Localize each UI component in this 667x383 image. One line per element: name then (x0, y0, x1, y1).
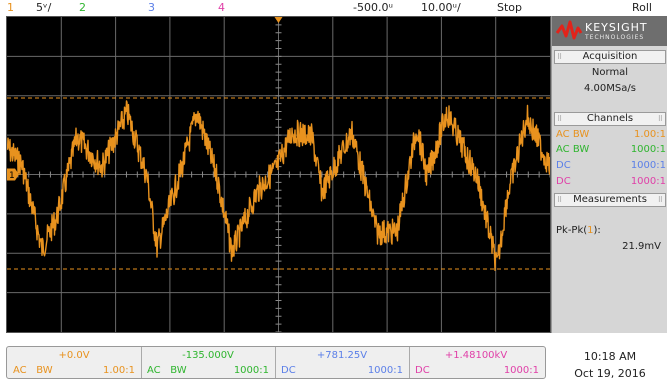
channel-coupling: AC BW (13, 365, 53, 376)
keysight-logo: KEYSIGHT TECHNOLOGIES (552, 16, 667, 46)
run-state[interactable]: Stop (497, 1, 523, 14)
channel-coupling: DC (556, 160, 571, 171)
channel-coupling: AC BW (556, 144, 590, 155)
measurements-header[interactable]: ⠿ Measurements ⠿ (554, 193, 666, 207)
channel-offset: +1.48100kV (444, 350, 508, 361)
ch4-number[interactable]: 4 (218, 1, 225, 14)
channel-coupling: AC BW (147, 365, 187, 376)
channel-2-info[interactable]: -135.000V AC BW 1000:1 (141, 347, 276, 378)
acquisition-header[interactable]: ⠿ Acquisition (554, 50, 666, 64)
trigger-marker-icon (274, 17, 283, 23)
bandwidth-limit: BW (36, 365, 53, 376)
logo-text: KEYSIGHT (585, 21, 648, 34)
coupling-value: AC (147, 365, 161, 376)
time-offset[interactable]: -500.0ᵘ (353, 1, 393, 14)
grip-icon: ⠿ (557, 53, 563, 61)
measurement-value: 21.9mV (622, 241, 661, 252)
top-status-bar: 1 5ᵛ/ 2 3 4 -500.0ᵘ 10.00ᵘ/ Stop Roll (0, 0, 667, 16)
bandwidth-limit: BW (170, 365, 187, 376)
waveform-graticule: 1 (7, 17, 550, 332)
channel-probe: 1.00:1 (103, 365, 135, 376)
channel-1-waveform (7, 100, 550, 271)
channel-coupling: DC (556, 176, 571, 187)
acquisition-title: Acquisition (582, 51, 638, 62)
channel-coupling: DC (281, 365, 296, 376)
channel-probe: 1000:1 (233, 365, 269, 376)
ch1-scale[interactable]: 5ᵛ/ (36, 1, 52, 14)
channel-row-1[interactable]: AC BW 1.00:1 (556, 129, 666, 141)
channel-4-info[interactable]: +1.48100kV DC 1000:1 (409, 347, 545, 378)
channel-offset: +781.25V (316, 350, 368, 361)
channel-offset: -135.000V (182, 350, 234, 361)
channel-probe: 1000:1 (367, 365, 403, 376)
channel-probe: 1000:1 (503, 365, 539, 376)
ground-marker-icon (7, 168, 19, 181)
grip-icon: ⠿ (557, 115, 563, 123)
ch2-number[interactable]: 2 (79, 1, 86, 14)
channel-probe: 1000:1 (630, 160, 666, 171)
channels-header[interactable]: ⠿ Channels ⠿ (554, 112, 666, 126)
channel-row-3[interactable]: DC 1000:1 (556, 160, 666, 172)
channel-probe: 1.00:1 (634, 129, 666, 140)
measurements-title: Measurements (573, 194, 647, 205)
channel-row-2[interactable]: AC BW 1000:1 (556, 144, 666, 156)
clock: 10:18 AM Oct 19, 2016 (560, 348, 660, 382)
measurement-label[interactable]: Pk-Pk(1): (556, 225, 601, 236)
acquisition-mode-roll[interactable]: Roll (632, 1, 652, 14)
channel-coupling: DC (415, 365, 430, 376)
measurement-channel: 1 (587, 225, 594, 236)
measurement-name: Pk-Pk( (556, 225, 588, 236)
acquisition-mode: Normal (591, 67, 629, 78)
grip-icon: ⠿ (557, 196, 563, 204)
side-panel: KEYSIGHT TECHNOLOGIES ⠿ Acquisition Norm… (551, 16, 667, 333)
channel-probe: 1000:1 (630, 144, 666, 155)
time-scale[interactable]: 10.00ᵘ/ (421, 1, 461, 14)
measurement-suffix: ): (593, 225, 601, 236)
ch3-number[interactable]: 3 (148, 1, 155, 14)
channel-row-4[interactable]: DC 1000:1 (556, 176, 666, 188)
channels-title: Channels (586, 113, 634, 124)
ground-marker-label: 1 (9, 171, 15, 181)
clock-date: Oct 19, 2016 (574, 367, 646, 380)
logo-subtext: TECHNOLOGIES (585, 34, 645, 41)
channel-1-info[interactable]: +0.0V AC BW 1.00:1 (7, 347, 142, 378)
coupling-value: AC (13, 365, 27, 376)
channel-probe: 1000:1 (630, 176, 666, 187)
channel-coupling: AC BW (556, 129, 590, 140)
channel-info-bar: +0.0V AC BW 1.00:1 -135.000V AC BW 1000:… (6, 346, 546, 379)
grip-icon: ⠿ (657, 196, 663, 204)
sample-rate: 4.00MSa/s (584, 83, 636, 94)
channel-offset: +0.0V (58, 350, 90, 361)
keysight-wave-logo-icon (555, 20, 583, 40)
ch1-number[interactable]: 1 (7, 1, 14, 14)
clock-time: 10:18 AM (583, 350, 637, 363)
channel-3-info[interactable]: +781.25V DC 1000:1 (275, 347, 410, 378)
grip-icon: ⠿ (657, 115, 663, 123)
waveform-display[interactable]: 1 (6, 16, 551, 333)
